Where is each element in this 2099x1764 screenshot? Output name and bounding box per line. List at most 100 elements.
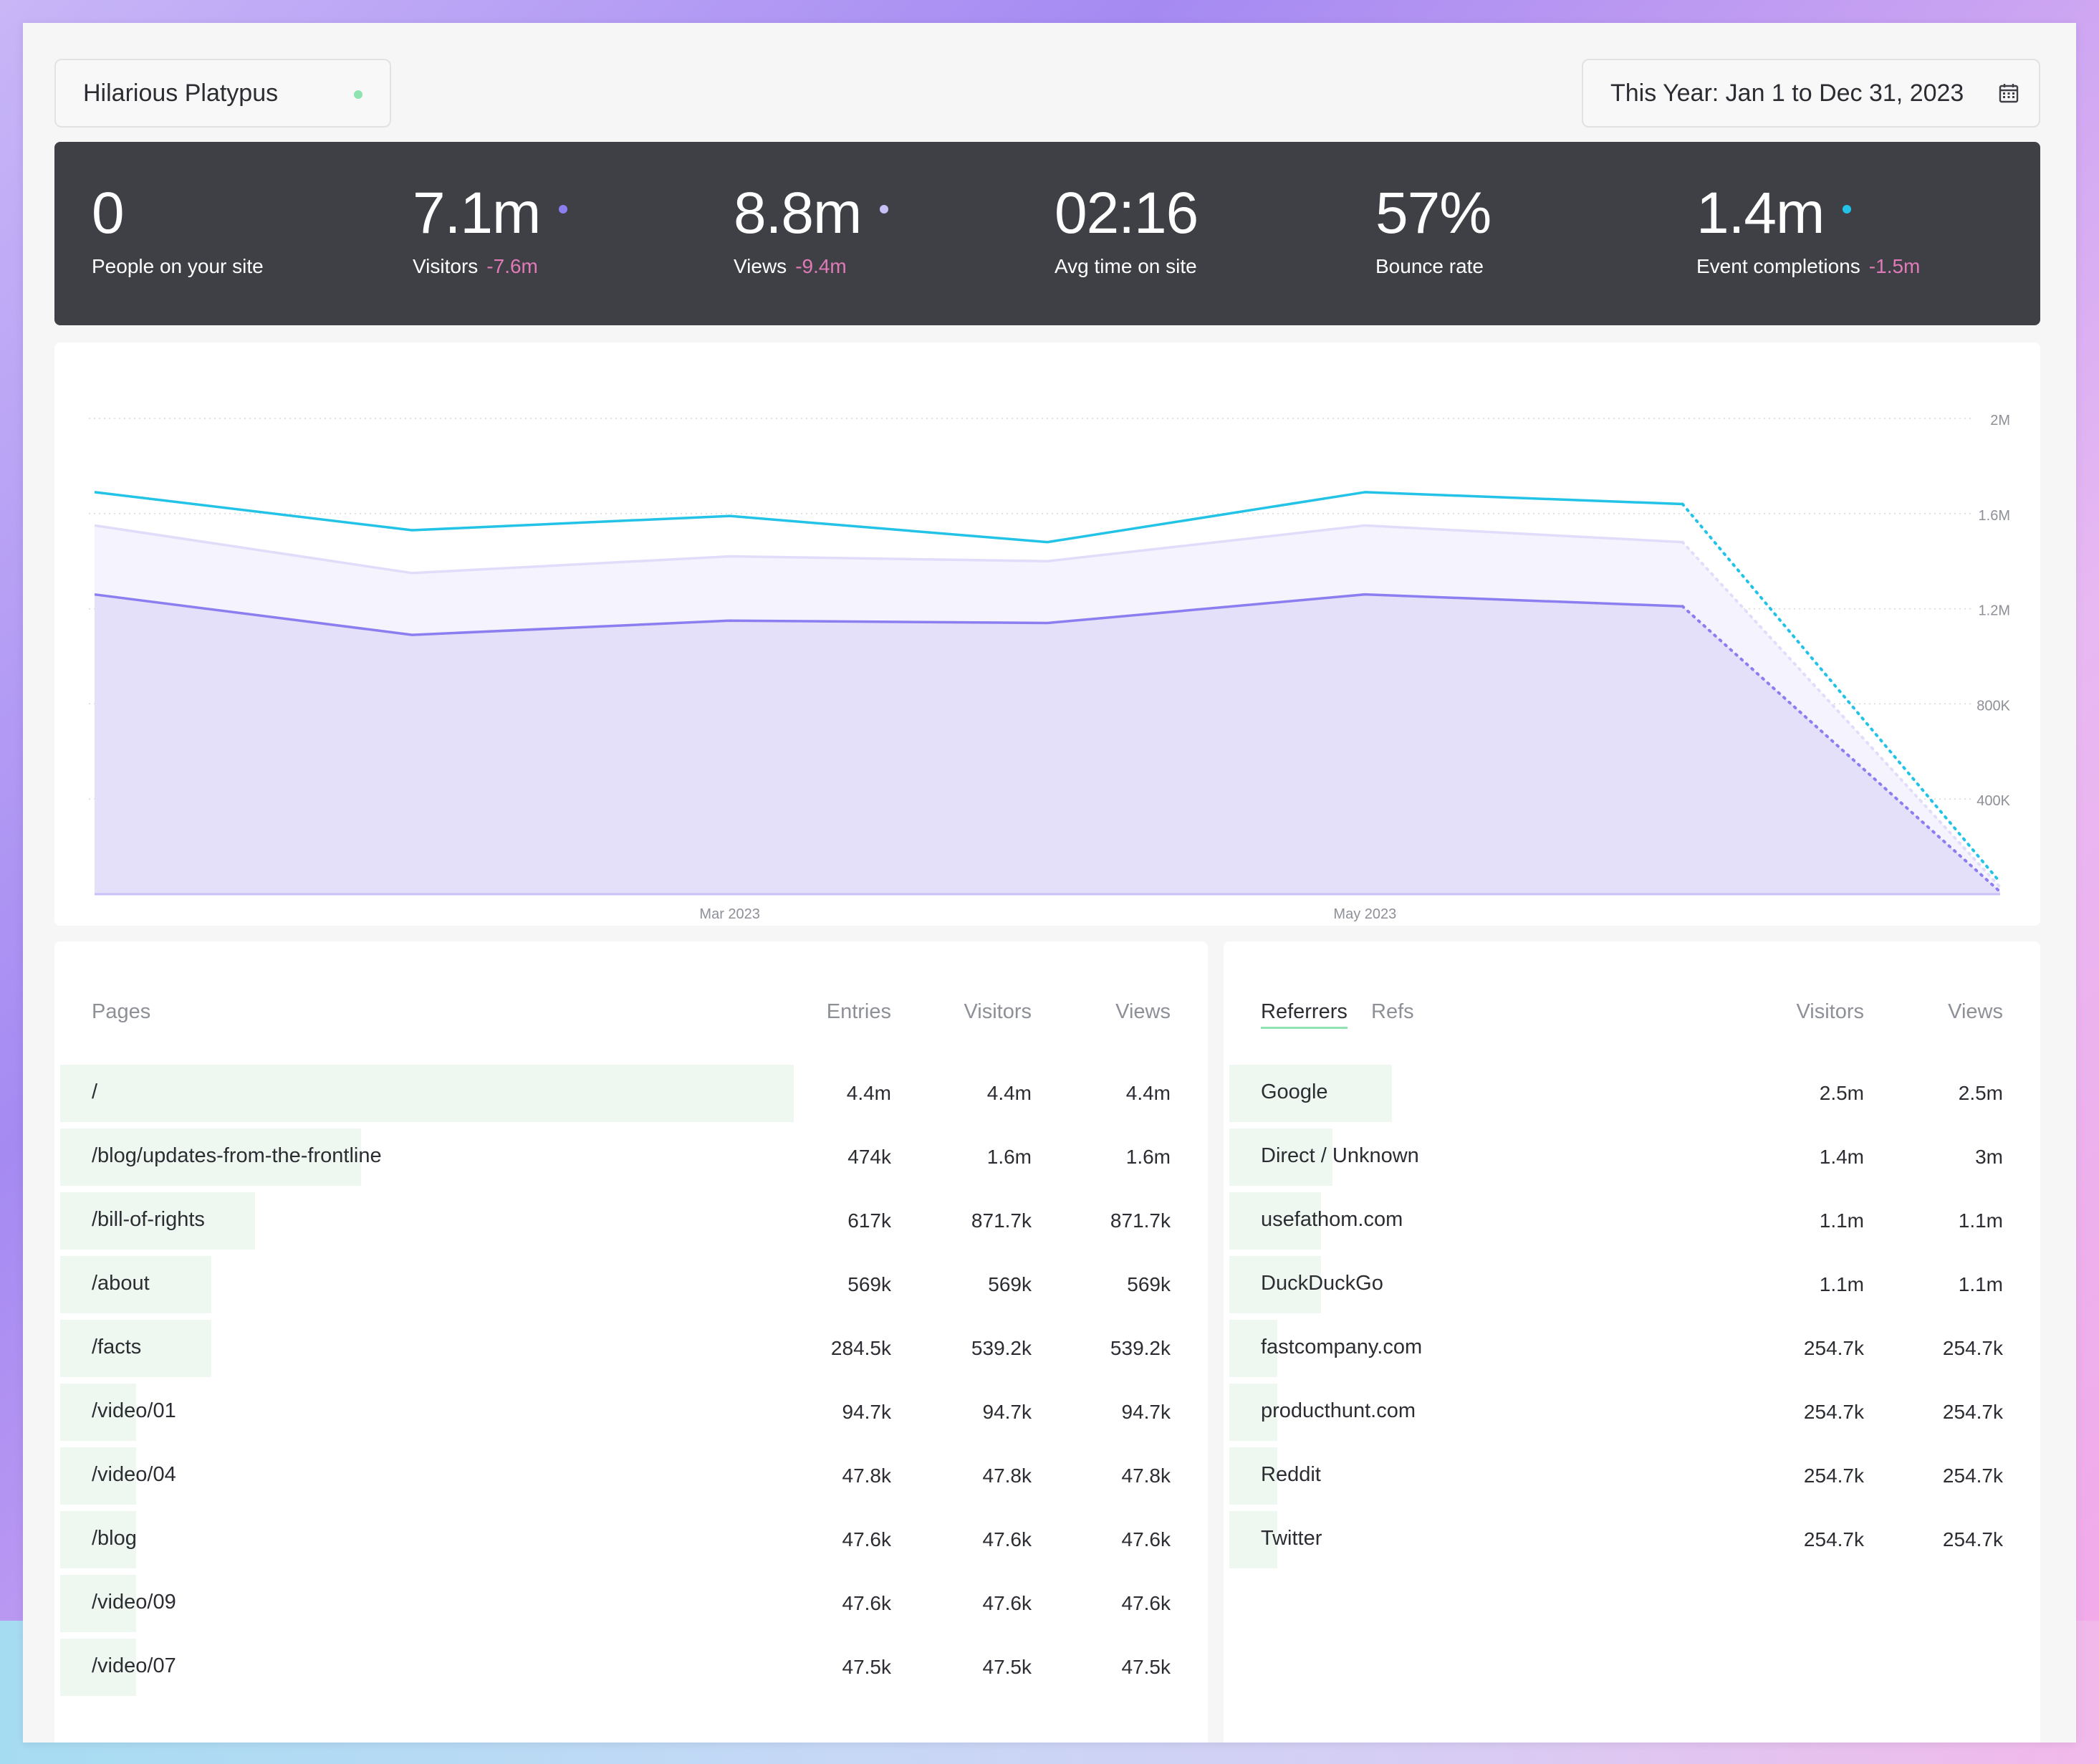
series-area xyxy=(95,594,2000,894)
row-label[interactable]: producthunt.com xyxy=(1261,1399,1416,1422)
row-visitors: 871.7k xyxy=(971,1209,1032,1232)
column-views[interactable]: Views xyxy=(1948,1000,2003,1023)
table-row[interactable]: /bill-of-rights 617k 871.7k 871.7k xyxy=(60,1192,1202,1250)
row-label[interactable]: Google xyxy=(1261,1080,1328,1103)
tab-refs[interactable]: Refs xyxy=(1371,1000,1414,1023)
column-visitors[interactable]: Visitors xyxy=(1796,1000,1864,1023)
series-dot-icon[interactable] xyxy=(880,205,889,214)
pages-table: Pages Entries Visitors Views / 4.4m 4.4m 4.… xyxy=(54,941,1208,1743)
row-views: 4.4m xyxy=(1125,1082,1171,1104)
table-row[interactable]: DuckDuckGo 1.1m 1.1m xyxy=(1229,1256,2035,1313)
row-label[interactable]: /video/04 xyxy=(92,1463,176,1486)
table-row[interactable]: /video/01 94.7k 94.7k 94.7k xyxy=(60,1384,1202,1441)
stat-value: 1.4m xyxy=(1696,181,1825,246)
table-row[interactable]: usefathom.com 1.1m 1.1m xyxy=(1229,1192,2035,1250)
traffic-chart-svg: 2M 1.6M 1.2M 800K 400K Mar 2023 May 2023 xyxy=(89,413,2011,922)
pages-table-header: Pages Entries Visitors Views xyxy=(54,1000,1208,1035)
row-label[interactable]: /video/09 xyxy=(92,1591,176,1614)
column-views[interactable]: Views xyxy=(1115,1000,1171,1023)
row-views: 47.8k xyxy=(1121,1465,1171,1487)
row-share-bar xyxy=(60,1447,137,1505)
row-label[interactable]: /blog/updates-from-the-frontline xyxy=(92,1144,382,1167)
table-row[interactable]: fastcompany.com 254.7k 254.7k xyxy=(1229,1320,2035,1377)
table-row[interactable]: /blog 47.6k 47.6k 47.6k xyxy=(60,1511,1202,1568)
row-views: 2.5m xyxy=(1958,1082,2003,1104)
table-row[interactable]: Reddit 254.7k 254.7k xyxy=(1229,1447,2035,1505)
stat-change: -9.4m xyxy=(795,255,847,277)
date-range-selector[interactable]: This Year: Jan 1 to Dec 31, 2023 xyxy=(1582,59,2040,128)
stat-label-row: Avg time on site xyxy=(1055,255,1206,278)
table-row[interactable]: /video/04 47.8k 47.8k 47.8k xyxy=(60,1447,1202,1505)
row-entries: 474k xyxy=(847,1146,891,1168)
stat-label: Avg time on site xyxy=(1055,255,1197,277)
table-row[interactable]: /facts 284.5k 539.2k 539.2k xyxy=(60,1320,1202,1377)
table-row[interactable]: Twitter 254.7k 254.7k xyxy=(1229,1511,2035,1568)
row-visitors: 47.8k xyxy=(982,1465,1032,1487)
table-row[interactable]: /blog/updates-from-the-frontline 474k 1.6m… xyxy=(60,1128,1202,1186)
pages-title: Pages xyxy=(92,1000,151,1023)
stat-value: 8.8m xyxy=(734,181,862,246)
table-row[interactable]: producthunt.com 254.7k 254.7k xyxy=(1229,1384,2035,1441)
row-views: 569k xyxy=(1127,1273,1171,1295)
table-row[interactable]: / 4.4m 4.4m 4.4m xyxy=(60,1065,1202,1122)
row-label[interactable]: Twitter xyxy=(1261,1527,1322,1550)
x-tick-label: Mar 2023 xyxy=(699,906,760,922)
row-label[interactable]: DuckDuckGo xyxy=(1261,1272,1383,1295)
row-label[interactable]: /video/01 xyxy=(92,1399,176,1422)
row-share-bar xyxy=(60,1065,794,1122)
row-share-bar xyxy=(1229,1192,1322,1250)
row-label[interactable]: Reddit xyxy=(1261,1463,1321,1486)
row-label[interactable]: usefathom.com xyxy=(1261,1208,1403,1231)
row-label[interactable]: / xyxy=(92,1080,98,1103)
row-entries: 617k xyxy=(847,1209,891,1232)
tab-referrers[interactable]: Referrers xyxy=(1261,1000,1348,1029)
series-line xyxy=(94,593,1683,636)
row-label[interactable]: /video/07 xyxy=(92,1654,176,1677)
row-label[interactable]: /blog xyxy=(92,1527,137,1550)
site-selector[interactable]: Hilarious Platypus xyxy=(54,59,391,128)
row-visitors: 47.6k xyxy=(982,1528,1032,1550)
row-label[interactable]: Direct / Unknown xyxy=(1261,1144,1419,1167)
row-entries: 569k xyxy=(847,1273,891,1295)
column-entries[interactable]: Entries xyxy=(826,1000,891,1023)
y-tick-label: 800K xyxy=(1976,698,2010,714)
row-share-bar xyxy=(60,1575,137,1632)
stat-people-on-your-site: 0 People on your site xyxy=(92,179,272,278)
row-share-bar xyxy=(60,1511,137,1568)
row-label[interactable]: /bill-of-rights xyxy=(92,1208,205,1231)
row-entries: 47.6k xyxy=(842,1592,892,1614)
traffic-chart: 2M 1.6M 1.2M 800K 400K Mar 2023 May 2023 xyxy=(54,342,2040,926)
stat-value: 0 xyxy=(92,181,125,246)
row-label[interactable]: fastcompany.com xyxy=(1261,1336,1423,1358)
row-label[interactable]: /about xyxy=(92,1272,150,1295)
stat-event-completions: 1.4m Event completions -1.5m xyxy=(1696,179,1920,278)
referrers-table-header: Referrers Refs Visitors Views xyxy=(1224,1000,2040,1035)
stat-visitors: 7.1m Visitors -7.6m xyxy=(413,179,568,278)
row-share-bar xyxy=(60,1320,211,1377)
row-share-bar xyxy=(60,1384,137,1441)
table-row[interactable]: /about 569k 569k 569k xyxy=(60,1256,1202,1313)
stat-label-row: Event completions -1.5m xyxy=(1696,255,1920,278)
table-row[interactable]: /video/07 47.5k 47.5k 47.5k xyxy=(60,1639,1202,1696)
series-projection-line xyxy=(1681,540,2002,889)
table-row[interactable]: /video/09 47.6k 47.6k 47.6k xyxy=(60,1575,1202,1632)
row-views: 254.7k xyxy=(1942,1528,2003,1550)
series-dot-icon[interactable] xyxy=(1843,205,1852,214)
row-share-bar xyxy=(1229,1256,1322,1313)
column-visitors[interactable]: Visitors xyxy=(964,1000,1032,1023)
y-tick-label: 1.2M xyxy=(1979,603,2010,619)
row-share-bar xyxy=(1229,1320,1277,1377)
series-dot-icon[interactable] xyxy=(559,205,568,214)
row-views: 47.6k xyxy=(1121,1528,1171,1550)
row-visitors: 569k xyxy=(988,1273,1032,1295)
row-visitors: 4.4m xyxy=(986,1082,1032,1104)
row-views: 1.1m xyxy=(1958,1273,2003,1295)
row-visitors: 1.1m xyxy=(1819,1209,1864,1232)
row-label[interactable]: /facts xyxy=(92,1336,142,1358)
stats-bar: 0 People on your site 7.1m Visitors -7.6m 8.8… xyxy=(54,142,2040,325)
table-row[interactable]: Google 2.5m 2.5m xyxy=(1229,1065,2035,1122)
stat-value: 57% xyxy=(1375,181,1492,246)
table-row[interactable]: Direct / Unknown 1.4m 3m xyxy=(1229,1128,2035,1186)
stat-label-row: People on your site xyxy=(92,255,272,278)
row-views: 1.1m xyxy=(1958,1209,2003,1232)
